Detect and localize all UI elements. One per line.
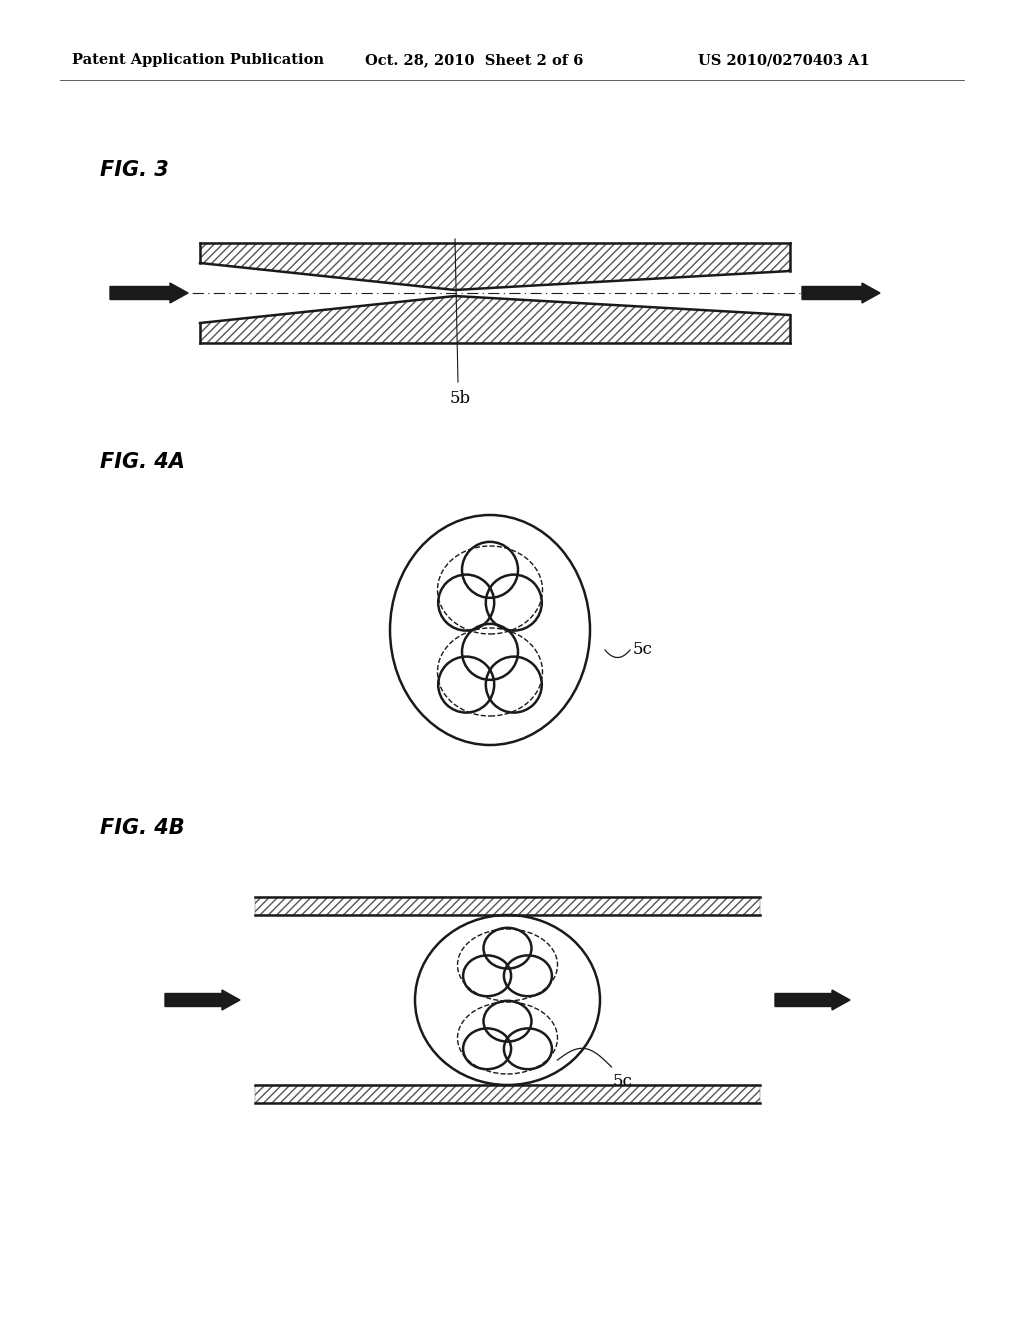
Text: Oct. 28, 2010  Sheet 2 of 6: Oct. 28, 2010 Sheet 2 of 6 xyxy=(365,53,584,67)
Polygon shape xyxy=(200,296,790,343)
Text: 5c: 5c xyxy=(612,1073,633,1090)
FancyArrow shape xyxy=(775,990,850,1010)
Text: 5b: 5b xyxy=(450,389,471,407)
FancyArrow shape xyxy=(110,282,188,304)
Polygon shape xyxy=(200,243,790,290)
Polygon shape xyxy=(255,1085,760,1104)
Text: US 2010/0270403 A1: US 2010/0270403 A1 xyxy=(698,53,869,67)
Polygon shape xyxy=(255,898,760,915)
FancyArrow shape xyxy=(165,990,240,1010)
Text: Patent Application Publication: Patent Application Publication xyxy=(72,53,324,67)
Text: 5c: 5c xyxy=(633,642,653,659)
Text: FIG. 3: FIG. 3 xyxy=(100,160,169,180)
Text: FIG. 4B: FIG. 4B xyxy=(100,818,184,838)
Text: FIG. 4A: FIG. 4A xyxy=(100,451,185,473)
FancyArrow shape xyxy=(802,282,880,304)
